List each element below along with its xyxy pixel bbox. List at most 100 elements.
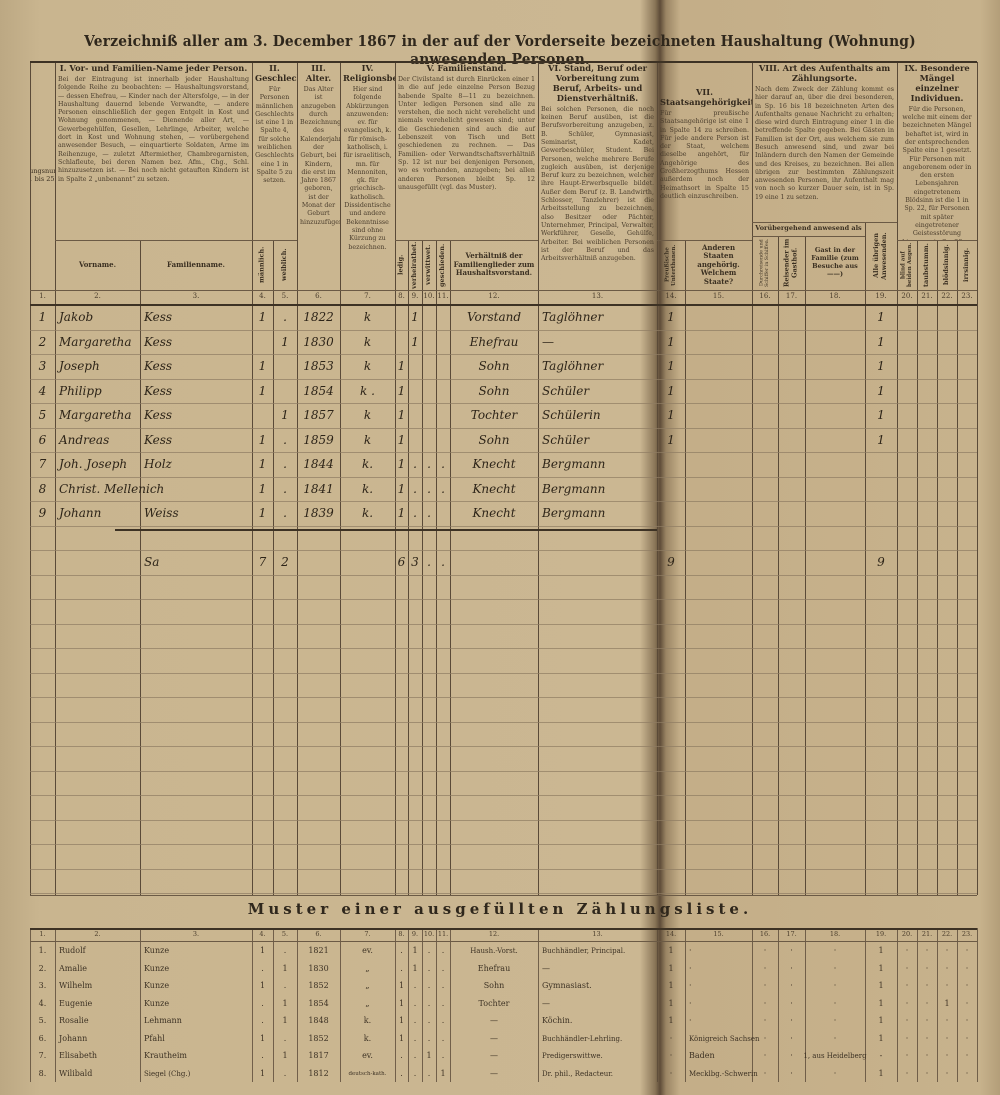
subheader-maennlich: männlich. xyxy=(257,246,266,284)
table-cell: Schülerin xyxy=(542,408,601,423)
table-cell: 1857 xyxy=(303,408,334,423)
column-number: 13. xyxy=(591,292,604,300)
subheader-taubstumm: taubstumm. xyxy=(922,243,931,287)
sample-cell: Gymnasiast. xyxy=(542,981,592,991)
table-cell: Bergmann xyxy=(542,506,606,521)
column-rule xyxy=(252,62,253,895)
column-number: 1. xyxy=(39,292,46,300)
sample-cell: · xyxy=(790,1034,793,1044)
column-number: 7. xyxy=(364,292,371,300)
sample-cell: · xyxy=(763,1069,767,1079)
sample-cell: · xyxy=(905,1069,909,1079)
column-number: 19. xyxy=(875,292,887,300)
table-cell: Schüler xyxy=(542,384,590,399)
sample-cell: · xyxy=(669,1069,673,1079)
sample-cell: k. xyxy=(363,1016,372,1026)
sample-cell: . xyxy=(261,1051,264,1061)
table-cell: 1 xyxy=(877,408,885,423)
header-sex-title: II. Geschlecht. xyxy=(255,63,297,83)
sample-cell: 1 xyxy=(282,964,288,974)
sample-cell: . xyxy=(427,1069,431,1079)
header-divider xyxy=(30,290,977,291)
subheader-alle-uebrigen: Alle übrigen Anwesenden. xyxy=(872,232,888,280)
sample-column-rule xyxy=(805,928,806,1082)
subheader-andere-staaten: Anderen Staaten angehörig. Welchem Staat… xyxy=(697,243,740,286)
sample-cell: 1852 xyxy=(308,1034,329,1044)
table-cell: 1 xyxy=(281,335,289,350)
sample-column-number: 21. xyxy=(921,930,933,938)
column-rule xyxy=(897,62,898,895)
sample-cell: . xyxy=(413,999,417,1009)
table-cell: 1854 xyxy=(303,384,334,399)
subheader-geschieden: geschieden. xyxy=(438,243,447,287)
sample-column-number: 13. xyxy=(592,930,603,938)
sample-cell: · xyxy=(925,999,929,1009)
sample-cell: · xyxy=(905,946,909,956)
sample-cell: . xyxy=(413,1016,417,1026)
subheader-blind: blind auf beiden Augen. xyxy=(900,242,913,288)
column-number: 20. xyxy=(901,292,913,300)
row-rule xyxy=(30,844,977,845)
sample-cell: Johann xyxy=(59,1034,88,1044)
sample-cell: . xyxy=(413,1051,417,1061)
sample-cell: . xyxy=(441,946,445,956)
sample-cell: · xyxy=(945,1034,949,1044)
sample-column-number: 19. xyxy=(875,930,887,938)
sample-cell: · xyxy=(833,981,837,991)
sample-column-number: 10. xyxy=(423,930,435,938)
sample-cell: · xyxy=(833,1069,837,1079)
row-rule xyxy=(30,624,977,625)
sample-cell: 1 xyxy=(412,964,418,974)
table-cell: Sohn xyxy=(478,384,510,399)
header-residence-text: Nach dem Zweck der Zählung kommt es hier… xyxy=(755,85,894,201)
table-cell: Joh. Joseph xyxy=(59,457,128,472)
column-rule xyxy=(436,240,437,895)
sample-cell: · xyxy=(763,964,767,974)
table-cell: Christ. Mellenich xyxy=(59,482,165,497)
sample-cell: · xyxy=(833,1034,837,1044)
sample-cell: · xyxy=(905,981,909,991)
sample-cell: . xyxy=(427,964,431,974)
sample-cell: Sohn xyxy=(483,981,505,991)
sample-column-rule xyxy=(685,928,686,1082)
sample-cell: · xyxy=(669,1034,673,1044)
row-rule xyxy=(30,403,977,404)
sample-column-rule xyxy=(897,928,898,1082)
sample-cell: . xyxy=(261,999,264,1009)
sample-column-number: 17. xyxy=(786,930,797,938)
sample-column-number: 3. xyxy=(192,930,200,938)
sample-cell: · xyxy=(905,1051,909,1061)
table-cell: 1 xyxy=(258,457,267,472)
column-rule xyxy=(30,62,31,895)
column-rule xyxy=(538,62,539,895)
sample-cell: . xyxy=(441,1034,445,1044)
table-cell: k. xyxy=(361,457,374,472)
column-number: 10. xyxy=(423,292,435,300)
sample-cell: - xyxy=(879,1051,883,1061)
sample-cell: Haush.-Vorst. xyxy=(470,946,518,955)
sample-cell: 1 xyxy=(878,1069,884,1079)
table-cell: 1 xyxy=(397,384,406,399)
sample-column-rule xyxy=(657,928,658,1082)
column-rule xyxy=(778,236,779,895)
table-cell: Knecht xyxy=(472,482,516,497)
table-cell: Kess xyxy=(144,433,173,448)
table-cell: 1 xyxy=(38,310,47,325)
subheader-bloedsinnig: blödsinnig. xyxy=(942,244,951,286)
header-citizenship-text: Für preußische Staatsangehörige ist eine… xyxy=(660,109,749,200)
sample-cell: 4. xyxy=(38,999,47,1009)
header-names: I. Vor- und Familien-Name jeder Person. … xyxy=(55,62,252,240)
subheader-verwittwet: verwittwet. xyxy=(424,244,433,286)
header-residence-title: VIII. Art des Aufenthalts am Zählungsort… xyxy=(758,63,891,83)
table-cell: 1 xyxy=(397,457,406,472)
sample-cell: · xyxy=(945,964,949,974)
sample-cell: · xyxy=(790,1069,793,1079)
sample-column-number: 12. xyxy=(488,930,500,938)
header-occupation-title: VI. Stand, Beruf oder Vorbereitung zum B… xyxy=(547,63,648,103)
sample-cell: · xyxy=(763,1034,767,1044)
sample-cell: Krautheim xyxy=(144,1051,187,1061)
sample-cell: 1. xyxy=(38,946,47,956)
sample-cell: 1 xyxy=(668,999,674,1009)
header-occupation-text: Bei solchen Personen, die noch keinen Be… xyxy=(541,105,654,263)
sample-cell: · xyxy=(790,964,793,974)
